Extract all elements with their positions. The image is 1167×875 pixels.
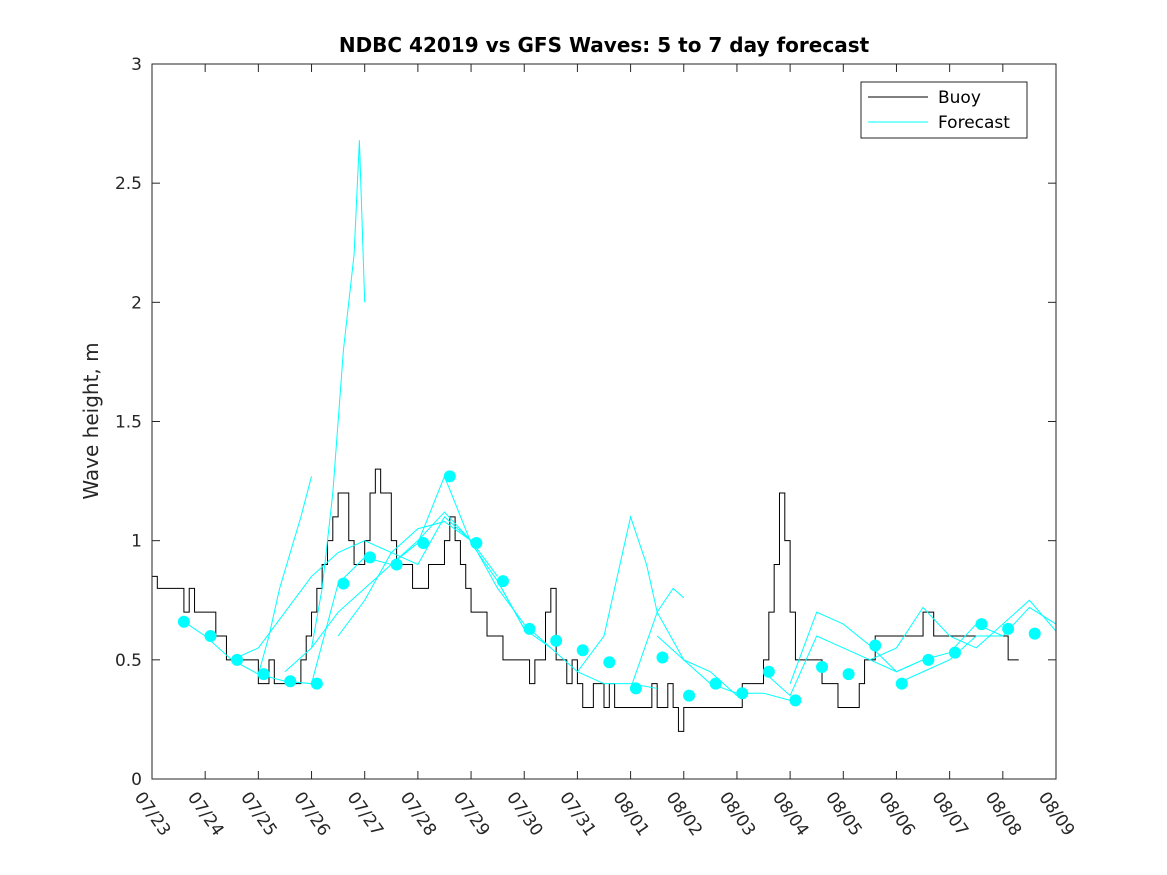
chart-title: NDBC 42019 vs GFS Waves: 5 to 7 day fore… [339,33,870,57]
forecast-marker [523,622,536,635]
y-tick-label: 3 [131,55,142,75]
forecast-line [656,635,791,701]
forecast-marker [390,558,403,571]
y-tick-label: 1 [131,532,142,552]
forecast-marker [204,630,217,642]
forecast-marker [975,618,988,631]
y-tick-label: 0.5 [115,651,142,671]
forecast-marker [231,653,244,666]
forecast-marker [895,677,908,690]
forecast-marker [709,677,722,690]
forecast-line [577,514,685,673]
forecast-markers [177,470,1041,707]
forecast-marker [603,656,616,669]
forecast-marker [789,694,802,707]
legend: Buoy Forecast [860,81,1028,139]
forecast-marker [443,470,456,483]
forecast-line [311,140,366,649]
forecast-marker [417,537,430,550]
forecast-marker [869,639,882,652]
forecast-line [896,606,1057,685]
axes-background [152,64,1056,779]
forecast-marker [1028,627,1041,640]
plot-area [151,63,1057,780]
forecast-marker [683,689,696,702]
forecast-marker [948,646,961,659]
legend-forecast-label: Forecast [938,113,1010,133]
y-axis-label: Wave height, m [79,342,103,499]
y-tick-label: 2.5 [115,174,142,194]
forecast-line [231,516,472,661]
forecast-marker [922,653,935,666]
forecast-marker [496,575,509,588]
forecast-marker [310,677,323,690]
forecast-marker [762,665,775,678]
legend-box [860,81,1028,139]
forecast-marker [470,537,483,550]
forecast-marker [1002,622,1015,635]
forecast-marker [629,682,642,695]
forecast-marker [576,644,589,657]
forecast-marker [656,651,669,664]
y-axis-ticks: 0 0.5 1 1.5 2 2.5 3 [115,55,1056,790]
forecast-line [869,599,1057,661]
forecast-marker [257,668,270,681]
forecast-marker [284,675,297,688]
forecast-marker [736,687,749,700]
forecast-marker [842,668,855,681]
forecast-marker [177,615,190,628]
forecast-marker [364,551,377,564]
forecast-marker [337,577,350,590]
forecast-marker [816,660,829,673]
forecast-marker [550,634,563,647]
y-tick-label: 2 [131,293,142,313]
y-tick-label: 1.5 [115,413,142,433]
legend-buoy-label: Buoy [938,88,981,108]
y-tick-label: 0 [131,770,142,790]
forecast-line [789,611,1004,684]
forecast-line [257,476,313,675]
